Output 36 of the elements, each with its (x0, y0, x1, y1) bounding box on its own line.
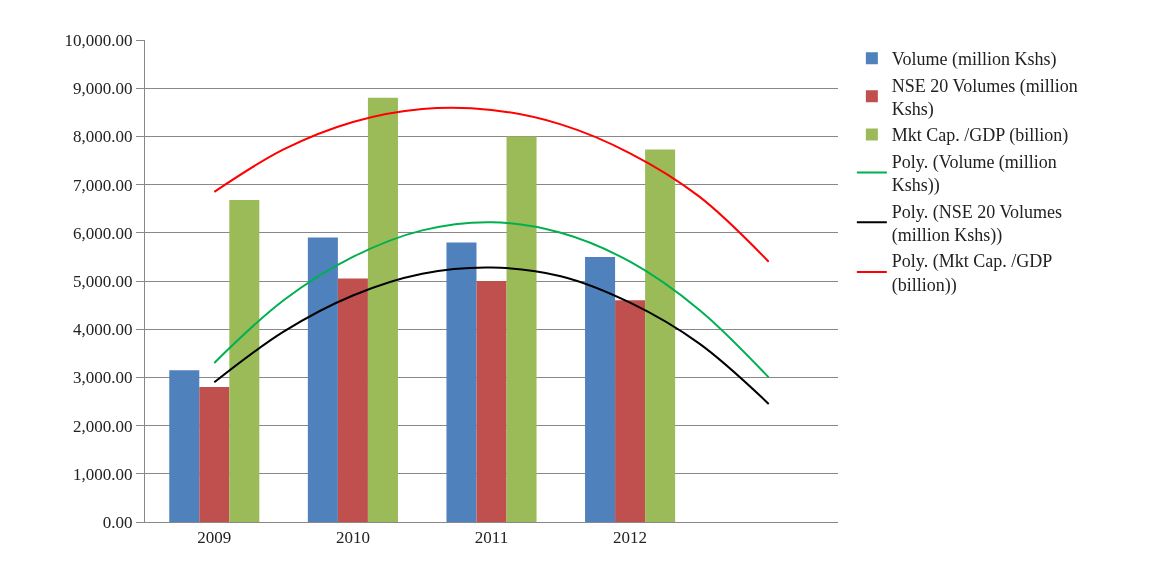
legend-label: Volume (million Kshs) (891, 49, 1057, 71)
bar (585, 256, 616, 522)
y-tick-label: 1,000.00 (73, 464, 133, 484)
bar (307, 237, 338, 522)
bar (615, 300, 646, 522)
y-tick-label: 8,000.00 (73, 127, 133, 147)
y-tick-label: 2,000.00 (73, 416, 133, 436)
x-tick-label: 2011 (474, 528, 509, 548)
bar (645, 149, 676, 522)
bar (367, 97, 398, 522)
line-series (213, 221, 770, 379)
bar (199, 387, 230, 522)
y-tick-label: 9,000.00 (73, 79, 133, 99)
y-tick-label: 0.00 (102, 512, 133, 532)
bar (337, 278, 368, 522)
y-tick-label: 10,000.00 (64, 30, 133, 50)
bar (476, 281, 507, 522)
bar (446, 242, 477, 522)
y-tick-label: 3,000.00 (73, 368, 133, 388)
x-tick-label: 2009 (197, 528, 232, 548)
bar (169, 370, 200, 522)
legend-label: Poly. (Mkt Cap. /GDP (billion)) (891, 251, 1053, 296)
line-series (213, 266, 770, 405)
bar (229, 200, 260, 522)
y-tick-label: 4,000.00 (73, 320, 133, 340)
x-tick-label: 2010 (335, 528, 370, 548)
legend-label: Poly. (NSE 20 Volumes (million Kshs)) (891, 201, 1063, 247)
x-tick-label: 2012 (613, 528, 648, 548)
y-tick-label: 5,000.00 (73, 271, 133, 291)
legend-label: Poly. (Volume (million Kshs)) (891, 151, 1057, 197)
legend-label: Mkt Cap. /GDP (billion) (891, 125, 1069, 147)
y-tick-label: 7,000.00 (73, 175, 133, 195)
bar (506, 136, 537, 522)
y-tick-label: 6,000.00 (73, 223, 133, 243)
line-series (213, 106, 770, 263)
legend-label: NSE 20 Volumes (million Kshs) (891, 75, 1078, 121)
